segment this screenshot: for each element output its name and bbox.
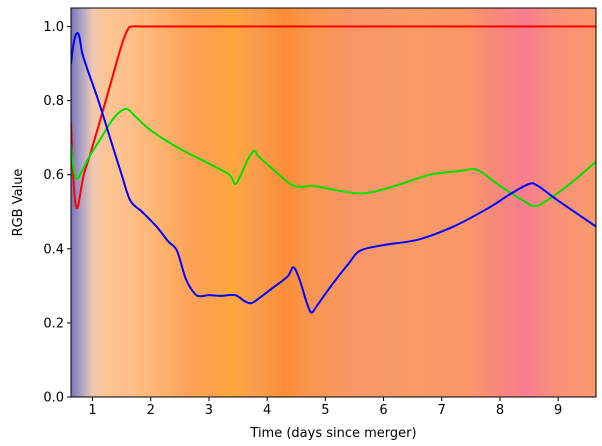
y-axis-label: RGB Value	[11, 169, 26, 237]
y-tick-label: 0.4	[43, 242, 64, 257]
plot-frame	[70, 7, 597, 398]
y-tick-label: 0.2	[43, 316, 64, 331]
x-tick-label: 2	[147, 403, 155, 418]
x-tick-label: 8	[496, 403, 504, 418]
plot-background	[71, 8, 596, 397]
x-tick-label: 3	[205, 403, 213, 418]
x-tick-label: 7	[438, 403, 446, 418]
x-axis-label: Time (days since merger)	[249, 426, 416, 441]
series-lines	[71, 25, 596, 314]
x-tick-label: 6	[379, 403, 387, 418]
y-tick-label: 0.8	[43, 94, 64, 109]
x-tick-label: 9	[554, 403, 562, 418]
blue-channel-line	[71, 32, 596, 314]
y-tick-label: 0.6	[43, 168, 64, 183]
x-axis: 1 2 3 4 5 6 7 8 9	[88, 397, 562, 418]
green-channel-line	[71, 107, 596, 208]
y-tick-label: 1.0	[43, 20, 64, 35]
y-axis: 0.0 0.2 0.4 0.6 0.8 1.0	[43, 20, 71, 406]
x-tick-label: 1	[88, 403, 96, 418]
y-tick-label: 0.0	[43, 391, 64, 406]
red-channel-line	[71, 25, 596, 210]
x-tick-label: 4	[263, 403, 271, 418]
x-tick-label: 5	[321, 403, 329, 418]
